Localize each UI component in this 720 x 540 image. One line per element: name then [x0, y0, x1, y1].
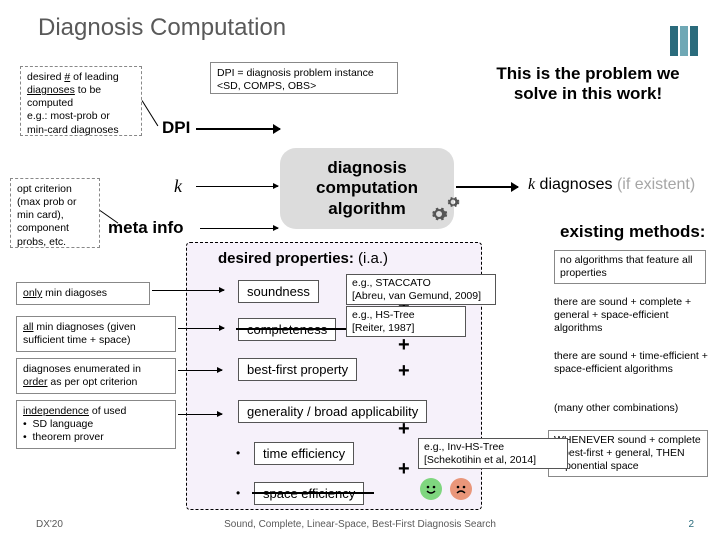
note-many: (many other combinations) — [554, 402, 678, 415]
connector-line — [142, 100, 159, 126]
strikethrough-line — [236, 328, 354, 330]
ref-staccato: e.g., STACCATO[Abreu, van Gemund, 2009] — [346, 274, 496, 305]
meta-info-label: meta info — [108, 218, 184, 238]
arrow-dpi — [196, 128, 280, 130]
arrow-indep — [178, 414, 222, 415]
box-only-min: only min diagoses — [16, 282, 150, 305]
ref-invhs: e.g., Inv-HS-Tree[Schekotihin et al, 201… — [418, 438, 568, 469]
box-opt-criterion: opt criterion(max prob ormin card),compo… — [10, 178, 100, 248]
arrow-out — [456, 186, 518, 188]
desired-properties-title: desired properties: (i.a.) — [218, 250, 388, 267]
dpi-label: DPI — [162, 118, 190, 138]
k-input: k — [174, 176, 182, 197]
plus-icon: + — [398, 418, 410, 441]
prop-soundness: soundness — [238, 280, 319, 303]
k-rest: diagnoses — [535, 176, 612, 193]
note-whenever: WHENEVER sound + complete + best-first +… — [548, 430, 708, 477]
happy-face-icon — [420, 478, 442, 500]
footer-page-number: 2 — [688, 519, 694, 530]
k-output: k diagnoses (if existent) — [528, 176, 695, 194]
bullet-icon: • — [236, 446, 240, 460]
plus-icon: + — [398, 458, 410, 481]
strikethrough-line — [252, 492, 374, 494]
arrow-only-min — [152, 290, 224, 291]
note-sc-gen-space: there are sound + complete + general + s… — [554, 296, 712, 335]
arrow-meta — [200, 228, 278, 229]
slide-title: Diagnosis Computation — [38, 14, 286, 42]
sad-face-icon — [450, 478, 472, 500]
plus-icon: + — [398, 360, 410, 383]
brand-logo — [670, 26, 698, 56]
prop-time-eff: time efficiency — [254, 442, 354, 465]
box-enumerated: diagnoses enumerated inorder as per opt … — [16, 358, 176, 394]
gear-icon — [446, 195, 460, 209]
note-no-all: no algorithms that feature all propertie… — [554, 250, 706, 284]
existing-methods-heading: existing methods: — [560, 222, 705, 242]
box-dpi-def: DPI = diagnosis problem instance <SD, CO… — [210, 62, 398, 94]
box-independence: independence of used• SD language• theor… — [16, 400, 176, 449]
algorithm-box: diagnosiscomputationalgorithm — [280, 148, 454, 229]
prop-bestfirst: best-first property — [238, 358, 357, 381]
bullet-icon: • — [236, 486, 240, 500]
note-s-time-space: there are sound + time-efficient + space… — [554, 350, 712, 376]
arrow-k — [196, 186, 278, 187]
k-faint: (if existent) — [613, 176, 696, 193]
ref-hstree: e.g., HS-Tree[Reiter, 1987] — [346, 306, 466, 337]
plus-icon: + — [398, 334, 410, 357]
headline-text: This is the problem wesolve in this work… — [480, 64, 696, 104]
algorithm-label: diagnosiscomputationalgorithm — [316, 158, 418, 218]
footer-center: Sound, Complete, Linear-Space, Best-Firs… — [0, 519, 720, 530]
arrow-all-min — [178, 328, 224, 329]
arrow-enum — [178, 370, 222, 371]
box-all-min: all min diagnoses (givensufficient time … — [16, 316, 176, 352]
box-desired-k: desired # of leading diagnoses to be com… — [20, 66, 142, 136]
